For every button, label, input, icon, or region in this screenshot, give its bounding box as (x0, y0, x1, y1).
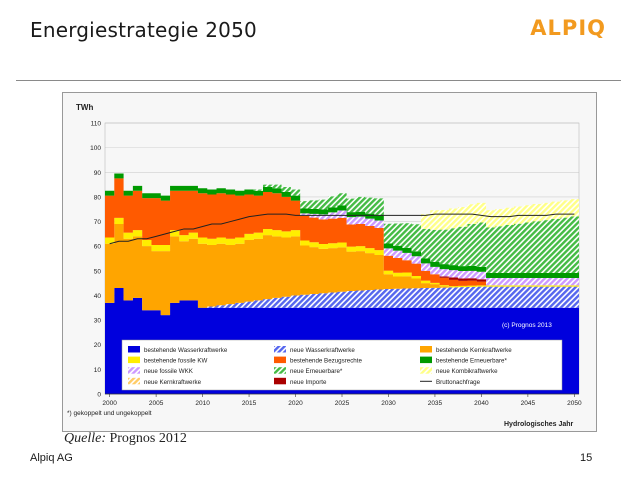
x-tick-label: 2020 (288, 400, 303, 407)
y-tick-label: 80 (94, 194, 102, 201)
x-axis-label: Hydrologisches Jahr (504, 421, 574, 428)
y-tick-label: 90 (94, 170, 102, 177)
y-tick-label: 10 (94, 367, 102, 374)
demand-line (109, 213, 575, 245)
legend-entry-neue-wasserkraftwerke: neue Wasserkraftwerke (290, 347, 355, 354)
legend-entry-bestehende-wasserkraftwerke: bestehende Wasserkraftwerke (144, 347, 228, 354)
legend-entry-neue-importe: neue Importe (290, 379, 327, 386)
slide-title: Energiestrategie 2050 (30, 18, 257, 42)
page-number: 15 (580, 452, 593, 464)
legend-entry-bestehende-bezugsrechte: bestehende Bezugsrechte (290, 358, 362, 365)
x-tick-label: 2025 (335, 400, 350, 407)
source-value: Prognos 2012 (105, 431, 187, 446)
source-label: Quelle: (64, 431, 106, 446)
series-area-neue-erneuerbare (105, 173, 579, 274)
x-tick-label: 2000 (102, 400, 117, 407)
copyright-note: (c) Prognos 2013 (502, 322, 552, 329)
x-tick-label: 2005 (149, 400, 164, 407)
y-tick-label: 20 (94, 342, 102, 349)
y-tick-label: 110 (91, 121, 102, 128)
demand-line-layer (109, 213, 575, 245)
y-unit-label: TWh (76, 103, 93, 112)
x-tick-label: 2010 (195, 400, 210, 407)
y-tick-label: 60 (94, 244, 102, 251)
header-divider (16, 80, 621, 81)
source-line: Quelle: Prognos 2012 (64, 431, 187, 447)
x-tick-label: 2040 (474, 400, 489, 407)
legend-entry-neue-erneuerbare: neue Erneuerbare* (290, 368, 343, 375)
x-tick-label: 2045 (521, 400, 536, 407)
series-area-bestehende-bezugsrechte (105, 178, 579, 287)
legend-box (121, 339, 563, 391)
x-tick-label: 2030 (381, 400, 396, 407)
y-tick-label: 0 (97, 392, 101, 399)
legend-entry-bestehende-kernkraftwerke: bestehende Kernkraftwerke (436, 347, 512, 354)
footnote: *) gekoppelt und ungekoppelt (67, 410, 152, 417)
legend-entry-bestehende-erneuerbare: bestehende Erneuerbare* (436, 358, 507, 365)
series-area-neue-kombikraftwerke (105, 173, 579, 230)
legend-entry-neue-kernkraftwerke: neue Kernkraftwerke (144, 379, 202, 386)
alpiq-logo: ALPIQ (530, 16, 606, 40)
y-tick-label: 40 (94, 293, 102, 300)
legend-entry-neue-fossile-wkk: neue fossile WKK (144, 368, 194, 375)
x-tick-label: 2015 (242, 400, 257, 407)
legend-entry-bestehende-fossile-kw: bestehende fossile KW (144, 358, 207, 365)
legend-entry-neue-kombikraftwerke: neue Kombikraftwerke (436, 368, 498, 375)
x-tick-label: 2050 (567, 400, 582, 407)
legend-layer: bestehende Wasserkraftwerke neue Wasserkr… (121, 339, 563, 391)
y-tick-label: 30 (94, 318, 102, 325)
series-area-bestehende-kernkraftwerke (105, 224, 579, 316)
y-tick-label: 100 (90, 145, 101, 152)
y-tick-label: 50 (94, 268, 102, 275)
series-area-neue-wasserkraftwerke (105, 286, 579, 316)
y-tick-label: 70 (94, 219, 102, 226)
legend-entry-bruttonachfrage: Bruttonachfrage (436, 379, 481, 386)
footer-company: Alpiq AG (30, 452, 73, 464)
x-tick-label: 2035 (428, 400, 443, 407)
